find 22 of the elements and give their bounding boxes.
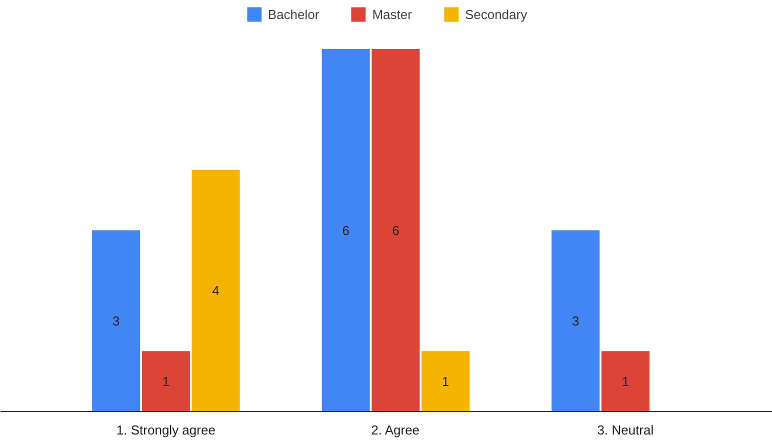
data-label: 1 [442, 374, 450, 389]
x-tick-label: 2. Agree [371, 422, 420, 438]
legend-label: Secondary [464, 6, 528, 22]
data-label: 6 [342, 222, 350, 238]
data-label: 6 [392, 222, 400, 238]
x-tick-label: 3. Neutral [597, 422, 654, 438]
bar [92, 230, 140, 412]
data-label: 3 [112, 313, 120, 328]
legend-label: Bachelor [268, 6, 320, 22]
data-label: 1 [622, 374, 630, 389]
data-label: 1 [162, 374, 170, 389]
bar [322, 49, 370, 412]
x-tick-label: 1. Strongly agree [116, 422, 216, 438]
bar [552, 230, 600, 412]
data-label: 4 [212, 283, 220, 298]
data-label: 3 [572, 313, 580, 328]
bar [601, 351, 650, 412]
bar [422, 351, 470, 412]
bar [372, 49, 420, 412]
bar [192, 170, 240, 412]
legend-label: Master [372, 6, 412, 22]
bar [142, 351, 190, 412]
